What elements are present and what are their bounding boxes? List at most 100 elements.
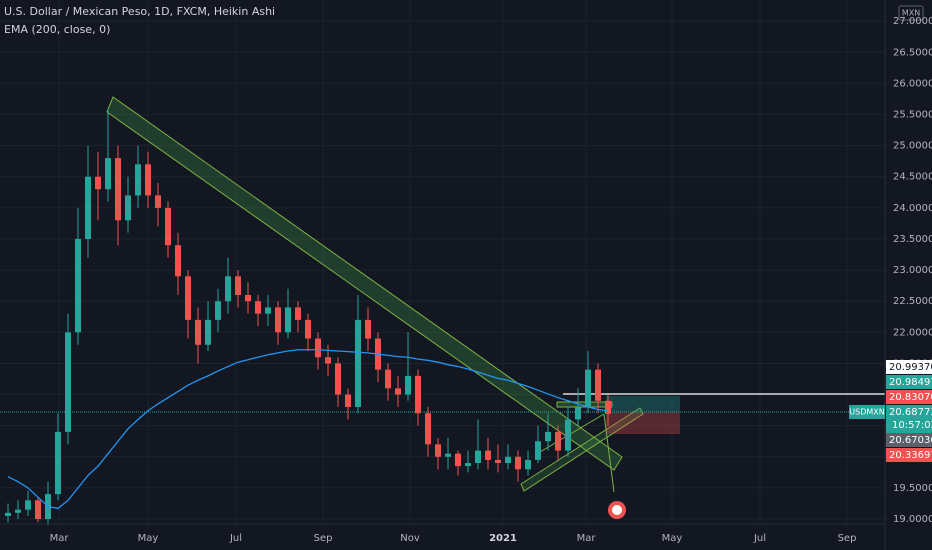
candle-body	[225, 276, 231, 302]
candle-body	[35, 500, 41, 520]
profit-zone	[606, 396, 680, 412]
y-tick-label: 25.00000	[893, 141, 932, 152]
candle-body	[5, 512, 11, 516]
candle-body	[465, 463, 471, 467]
trend-line	[603, 413, 615, 493]
x-tick-label: Jul	[229, 533, 242, 544]
candle-body	[185, 276, 191, 320]
candle-body	[355, 319, 361, 408]
x-tick-label: May	[138, 533, 159, 544]
y-tick-label: 25.50000	[893, 110, 932, 121]
candle-body	[145, 164, 151, 196]
price-label-box	[886, 448, 932, 462]
candle-body	[195, 319, 201, 345]
candle-body	[435, 444, 441, 457]
candle-body	[165, 207, 171, 246]
price-label: 20.99370	[889, 362, 932, 373]
event-icon-inner	[612, 505, 622, 515]
y-tick-label: 24.50000	[893, 172, 932, 183]
candle-body	[155, 195, 161, 208]
candle-body	[125, 195, 131, 221]
countdown: 10:57:03	[892, 420, 932, 431]
candle-body	[325, 357, 331, 364]
candle-body	[565, 419, 571, 451]
x-tick-label: Sep	[838, 533, 857, 544]
candle-body	[365, 319, 371, 339]
y-tick-label: 23.50000	[893, 234, 932, 245]
currency-badge[interactable]	[898, 5, 924, 21]
candle-body	[85, 176, 91, 239]
candle-body	[425, 413, 431, 445]
candle-body	[395, 388, 401, 395]
symbol-label: USDMXN	[849, 408, 884, 417]
candle-body	[315, 338, 321, 358]
price-label: 20.68773	[889, 407, 932, 418]
candle-body	[265, 307, 271, 314]
candle-body	[205, 319, 211, 345]
trend-channel	[520, 407, 644, 492]
y-tick-label: 27.00000	[893, 16, 932, 27]
x-tick-label: 2021	[489, 533, 517, 544]
y-tick-label: 26.50000	[893, 47, 932, 58]
candle-body	[345, 394, 351, 408]
y-tick-label: 22.50000	[893, 296, 932, 307]
candle-body	[445, 453, 451, 457]
candle-body	[305, 319, 311, 339]
price-label-box	[886, 360, 932, 374]
x-tick-label: Jul	[753, 533, 766, 544]
candle-body	[115, 158, 121, 221]
x-tick-label: Mar	[577, 533, 597, 544]
candle-body	[545, 431, 551, 442]
candle-body	[415, 375, 421, 414]
chart-title: U.S. Dollar / Mexican Peso, 1D, FXCM, He…	[4, 5, 275, 18]
candle-body	[245, 294, 251, 302]
price-label: 20.33697	[889, 450, 932, 461]
candle-body	[475, 450, 481, 464]
candle-body	[95, 176, 101, 190]
y-tick-label: 19.00000	[893, 514, 932, 525]
candle-body	[575, 407, 581, 420]
candle-body	[255, 301, 261, 314]
candle-body	[275, 307, 281, 333]
price-label: 20.83070	[889, 392, 932, 403]
candle-body	[105, 158, 111, 190]
candle-body	[595, 369, 601, 401]
y-tick-label: 26.00000	[893, 78, 932, 89]
price-label: 20.98497	[889, 377, 932, 388]
indicator-label: EMA (200, close, 0)	[4, 23, 110, 36]
trend-line	[539, 413, 605, 453]
candle-body	[15, 509, 21, 513]
ema-line	[7, 349, 609, 510]
x-tick-label: Mar	[50, 533, 70, 544]
price-label-box	[886, 433, 932, 447]
price-label-box	[886, 390, 932, 404]
candle-body	[515, 456, 521, 470]
x-tick-label: May	[662, 533, 683, 544]
candle-body	[585, 369, 591, 408]
candle-body	[215, 301, 221, 320]
price-label: 20.67036	[889, 435, 932, 446]
plot	[5, 108, 611, 526]
price-label-box	[886, 375, 932, 389]
loss-zone	[606, 412, 680, 434]
candle-body	[295, 307, 301, 320]
candle-body	[25, 500, 31, 510]
symbol-box	[849, 405, 885, 419]
y-tick-label: 24.00000	[893, 203, 932, 214]
candle-body	[175, 245, 181, 277]
currency-label: MXN	[902, 9, 920, 18]
candle-body	[385, 369, 391, 389]
candle-body	[75, 238, 81, 333]
y-tick-label: 19.50000	[893, 483, 932, 494]
candle-body	[555, 431, 561, 451]
candle-body	[535, 441, 541, 460]
candle-body	[65, 332, 71, 432]
candle-body	[335, 363, 341, 395]
candle-body	[495, 459, 501, 464]
y-tick-label: 23.00000	[893, 265, 932, 276]
candle-body	[55, 431, 61, 495]
zone	[556, 401, 613, 408]
candle-body	[235, 276, 241, 295]
price-label-box	[886, 405, 932, 433]
